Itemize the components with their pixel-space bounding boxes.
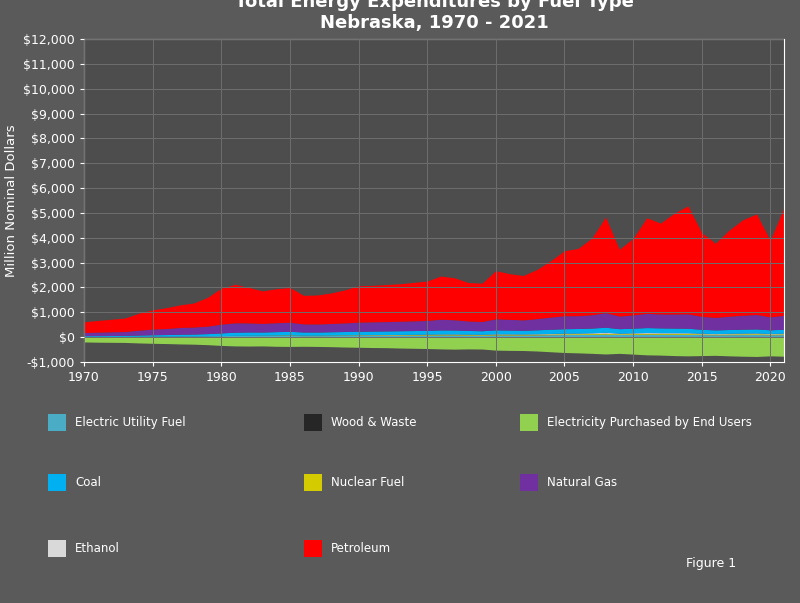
Title: Total Energy Expenditures by Fuel Type
Nebraska, 1970 - 2021: Total Energy Expenditures by Fuel Type N…: [234, 0, 634, 32]
Text: Petroleum: Petroleum: [331, 542, 391, 555]
Text: Natural Gas: Natural Gas: [547, 476, 618, 489]
Text: Nuclear Fuel: Nuclear Fuel: [331, 476, 405, 489]
Text: Wood & Waste: Wood & Waste: [331, 415, 417, 429]
Text: Coal: Coal: [75, 476, 101, 489]
Text: Figure 1: Figure 1: [686, 557, 736, 570]
Y-axis label: Million Nominal Dollars: Million Nominal Dollars: [5, 124, 18, 277]
Text: Electric Utility Fuel: Electric Utility Fuel: [75, 415, 186, 429]
Text: Electricity Purchased by End Users: Electricity Purchased by End Users: [547, 415, 752, 429]
Text: Ethanol: Ethanol: [75, 542, 120, 555]
